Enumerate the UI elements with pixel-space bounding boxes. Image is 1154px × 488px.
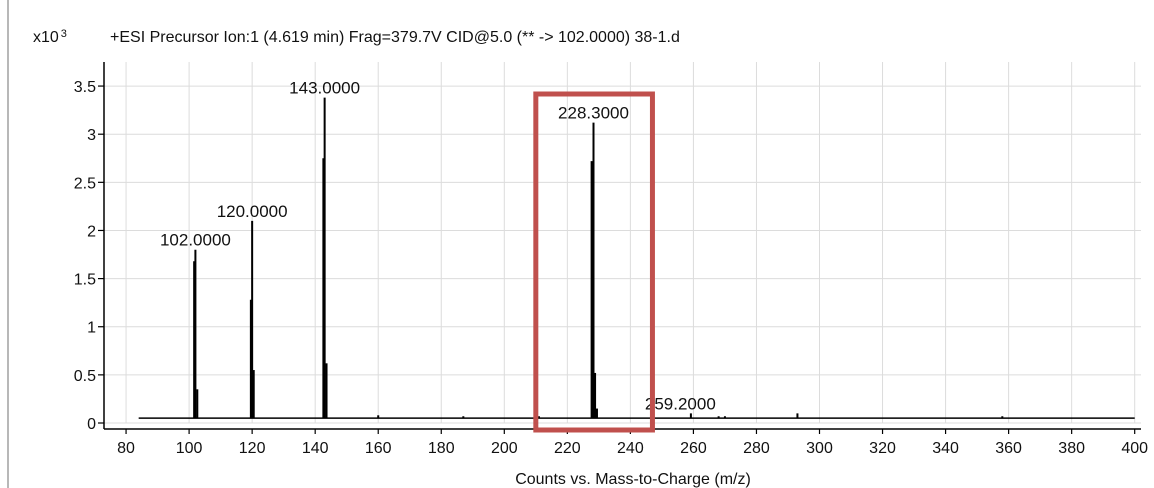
x-tick-label: 220 <box>554 440 581 457</box>
x-tick-label: 340 <box>932 440 959 457</box>
x-tick-label: 180 <box>428 440 455 457</box>
peak-label: 259.2000 <box>645 394 716 413</box>
peak-label: 143.0000 <box>289 79 360 98</box>
x-tick-label: 260 <box>680 440 707 457</box>
y-tick-label: 3.5 <box>74 79 96 96</box>
y-tick-label: 1.5 <box>74 272 96 289</box>
y-multiplier: x10 3 <box>33 28 67 46</box>
x-tick-label: 200 <box>491 440 518 457</box>
y-tick-label: 2.5 <box>74 175 96 192</box>
y-tick-label: 0 <box>87 416 96 433</box>
x-tick-label: 160 <box>365 440 392 457</box>
peaks-layer <box>138 97 1135 419</box>
x-tick-label: 400 <box>1121 440 1148 457</box>
x-tick-label: 380 <box>1058 440 1085 457</box>
y-tick-label: 0.5 <box>74 368 96 385</box>
x-tick-label: 360 <box>995 440 1022 457</box>
x-axis-label: Counts vs. Mass-to-Charge (m/z) <box>515 471 751 488</box>
x-tick-label: 100 <box>176 440 203 457</box>
x-tick-label: 240 <box>617 440 644 457</box>
x-tick-label: 120 <box>239 440 266 457</box>
x-tick-label: 140 <box>302 440 329 457</box>
y-tick-label: 3 <box>87 127 96 144</box>
peak-labels-layer: 102.0000 120.0000 143.0000 228.3000 259.2000 <box>160 79 716 414</box>
y-tick-label: 2 <box>87 223 96 240</box>
peak-label: 102.0000 <box>160 231 231 250</box>
chart-title: +ESI Precursor Ion:1 (4.619 min) Frag=37… <box>110 29 680 46</box>
x-tick-label: 300 <box>806 440 833 457</box>
y-tick-label: 1 <box>87 320 96 337</box>
grid-layer <box>104 62 1141 424</box>
x-tick-label: 80 <box>117 440 135 457</box>
peak-label: 120.0000 <box>217 202 288 221</box>
highlight-box <box>533 91 655 433</box>
peak-label: 228.3000 <box>558 104 629 123</box>
x-tick-label: 320 <box>869 440 896 457</box>
x-tick-label: 280 <box>743 440 770 457</box>
